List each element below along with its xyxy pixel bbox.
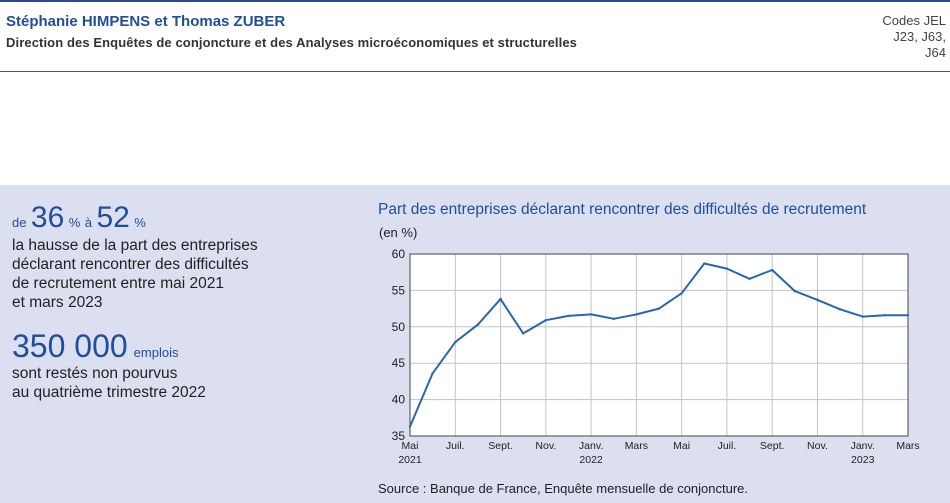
y-tick-label: 50	[392, 320, 406, 334]
plot-background	[410, 254, 908, 436]
x-tick-label: Mars	[625, 440, 648, 452]
data-point	[612, 317, 615, 320]
chart-source: Source : Banque de France, Enquête mensu…	[378, 481, 749, 496]
data-point	[703, 262, 706, 265]
data-point	[770, 268, 774, 272]
direction-title: Direction des Enquêtes de conjoncture et…	[6, 35, 577, 50]
jel-codes: Codes JEL J23, J63, J64	[856, 13, 946, 61]
data-point	[521, 332, 525, 335]
kf1-line: la hausse de la part des entreprises	[12, 237, 258, 254]
data-point	[635, 313, 638, 316]
x-tick-year-label: 2021	[398, 454, 422, 466]
jel-line: Codes JEL	[882, 13, 946, 28]
y-tick-label: 45	[392, 356, 406, 370]
kf1-description: la hausse de la part des entreprises déc…	[12, 236, 258, 312]
data-point	[408, 425, 412, 428]
data-point	[589, 313, 593, 316]
data-point	[884, 313, 887, 317]
chart-unit-label: (en %)	[379, 225, 418, 240]
x-tick-label: Janv.	[579, 440, 603, 452]
jel-line: J23, J63,	[893, 29, 946, 44]
x-tick-year-label: 2022	[579, 454, 603, 466]
kf1-prefix: de	[12, 215, 27, 230]
kf1-value2: 52	[96, 201, 130, 234]
plot-frame	[409, 253, 909, 437]
data-point	[816, 298, 819, 302]
data-point	[680, 292, 683, 295]
data-point	[476, 323, 480, 326]
data-point	[544, 319, 548, 322]
data-point	[793, 289, 797, 293]
authors: Stéphanie HIMPENS et Thomas ZUBER	[6, 13, 286, 30]
x-tick-label: Sept.	[760, 440, 785, 452]
kf1-line: de recrutement entre mai 2021	[12, 275, 224, 292]
recruitment-difficulty-chart: 35 40 45 50 55 60 Mai 2021 Juil. Sept. Nov. Janv. 20…	[392, 247, 920, 466]
key-figure-1: de 36 % à 52 %	[12, 203, 146, 233]
kf2-line: sont restés non pourvus	[12, 365, 178, 382]
data-point	[906, 313, 910, 317]
data-point	[454, 340, 457, 344]
header-rule	[0, 71, 950, 72]
kf1-line: déclarant rencontrer des difficultés	[12, 256, 249, 273]
x-tick-label: Nov.	[807, 440, 828, 452]
y-tick-label: 55	[392, 283, 406, 297]
data-point	[657, 307, 661, 310]
kf1-value1: 36	[30, 201, 65, 234]
data-point	[725, 267, 729, 270]
y-tick-label: 35	[392, 429, 406, 443]
data-point	[838, 308, 842, 311]
kf1-line: et mars 2023	[12, 294, 103, 311]
x-tick-year-label: 2023	[851, 454, 875, 466]
top-rule	[0, 0, 950, 2]
kf1-unit2: %	[134, 215, 146, 230]
kf2-unit: emplois	[133, 345, 179, 360]
data-point	[861, 315, 864, 318]
jel-line: J64	[925, 45, 946, 60]
data-point	[431, 372, 434, 375]
kf2-description: sont restés non pourvus au quatrième tri…	[12, 364, 206, 402]
data-point	[499, 297, 502, 301]
x-tick-label: Mars	[896, 440, 919, 452]
chart-title: Part des entreprises déclarant rencontre…	[378, 201, 867, 218]
y-tick-label: 40	[392, 393, 406, 407]
x-tick-label: Juil.	[446, 440, 465, 452]
kf1-unit1: %	[68, 215, 81, 230]
y-tick-label: 60	[392, 247, 406, 261]
kf2-line: au quatrième trimestre 2022	[12, 384, 206, 401]
kf1-between: à	[84, 215, 92, 230]
x-tick-label: Janv.	[851, 440, 875, 452]
x-tick-label: Nov.	[535, 440, 556, 452]
x-tick-label: Mai	[673, 440, 690, 452]
x-tick-label: Sept.	[488, 440, 513, 452]
data-point	[748, 277, 751, 280]
x-tick-label: Juil.	[718, 440, 737, 452]
kf2-value: 350 000	[12, 328, 128, 364]
data-point	[567, 314, 570, 318]
key-figure-2: 350 000 emplois	[12, 330, 178, 362]
x-tick-label: Mai	[402, 440, 419, 452]
